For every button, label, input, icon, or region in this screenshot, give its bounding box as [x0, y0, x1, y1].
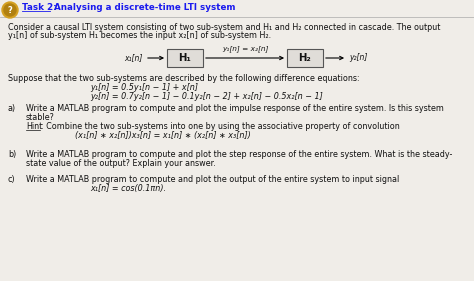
Text: H₁: H₁ [179, 53, 191, 63]
Text: Consider a causal LTI system consisting of two sub-system and H₁ and H₂ connecte: Consider a causal LTI system consisting … [8, 23, 440, 32]
Text: x₁[n]: x₁[n] [125, 53, 143, 62]
FancyBboxPatch shape [287, 49, 323, 67]
Circle shape [2, 2, 18, 18]
Text: x₁[n] = cos(0.1πn).: x₁[n] = cos(0.1πn). [90, 184, 166, 193]
Text: a): a) [8, 104, 16, 113]
Text: Write a MATLAB program to compute and plot the output of the entire system to in: Write a MATLAB program to compute and pl… [26, 175, 399, 184]
Text: ?: ? [8, 6, 12, 15]
Text: y₁[n] of sub-system H₁ becomes the input x₂[n] of sub-system H₂.: y₁[n] of sub-system H₁ becomes the input… [8, 31, 271, 40]
Text: Task 2:: Task 2: [22, 3, 57, 12]
Text: c): c) [8, 175, 16, 184]
Text: Write a MATLAB program to compute and plot the impulse response of the entire sy: Write a MATLAB program to compute and pl… [26, 104, 444, 113]
Text: Write a MATLAB program to compute and plot the step response of the entire syste: Write a MATLAB program to compute and pl… [26, 150, 452, 159]
FancyBboxPatch shape [167, 49, 203, 67]
Text: y₂[n] = 0.7y₂[n − 1] − 0.1y₂[n − 2] + x₂[n] − 0.5x₂[n − 1]: y₂[n] = 0.7y₂[n − 1] − 0.1y₂[n − 2] + x₂… [90, 92, 323, 101]
Text: y₁[n] = x₂[n]: y₁[n] = x₂[n] [222, 45, 268, 52]
Text: : Combine the two sub-systems into one by using the associative property of conv: : Combine the two sub-systems into one b… [41, 122, 400, 131]
Text: Hint: Hint [26, 122, 42, 131]
Text: y₁[n] = 0.5y₁[n − 1] + x[n]: y₁[n] = 0.5y₁[n − 1] + x[n] [90, 83, 198, 92]
Text: Analysing a discrete-time LTI system: Analysing a discrete-time LTI system [51, 3, 236, 12]
Text: state value of the output? Explain your answer.: state value of the output? Explain your … [26, 159, 216, 168]
Text: b): b) [8, 150, 16, 159]
Text: (x₁[n] ∗ x₂[n])x₃[n] = x₁[n] ∗ (x₂[n] ∗ x₃[n]): (x₁[n] ∗ x₂[n])x₃[n] = x₁[n] ∗ (x₂[n] ∗ … [75, 131, 251, 140]
Circle shape [4, 4, 16, 16]
Text: Suppose that the two sub-systems are described by the following difference equat: Suppose that the two sub-systems are des… [8, 74, 360, 83]
Text: y₂[n]: y₂[n] [349, 53, 367, 62]
Text: H₂: H₂ [299, 53, 311, 63]
Text: stable?: stable? [26, 113, 55, 122]
